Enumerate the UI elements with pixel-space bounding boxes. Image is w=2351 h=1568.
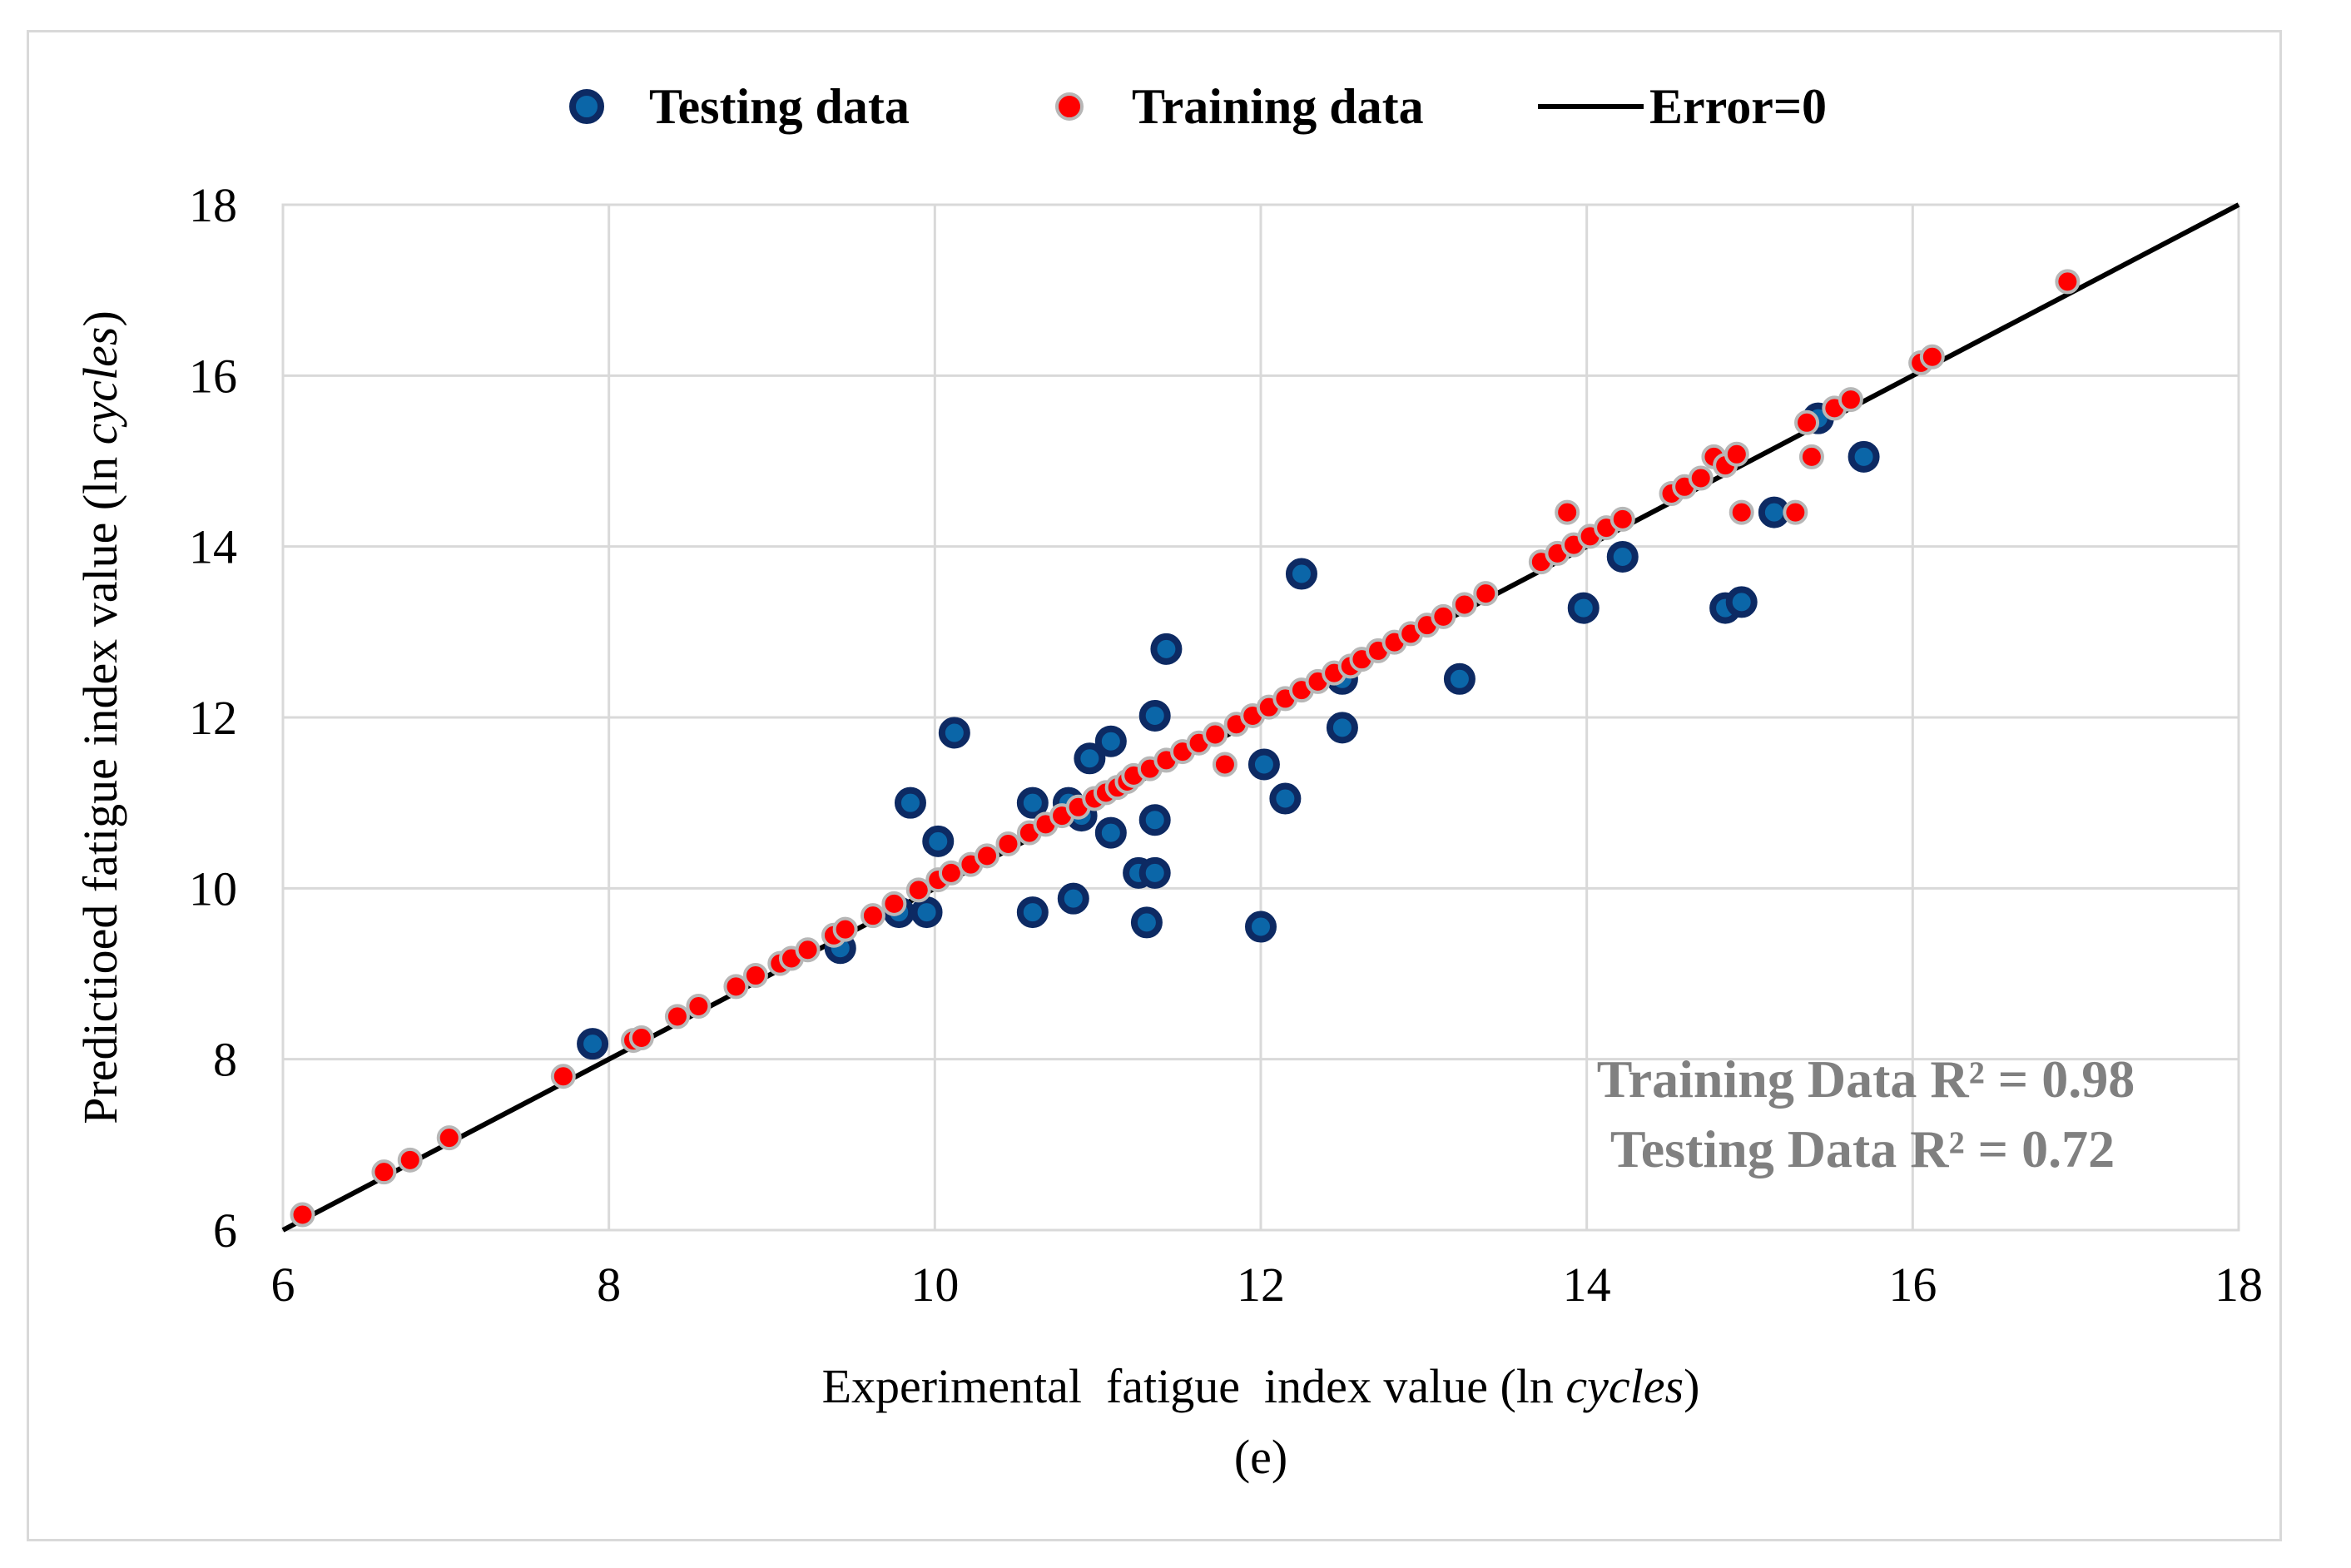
- training-point: [860, 903, 885, 929]
- x-axis-label-prefix: Experimental fatigue index value (ln: [822, 1359, 1566, 1413]
- training-r2-annotation: Training Data R² = 0.98: [1597, 1049, 2135, 1109]
- testing-point: [1094, 816, 1127, 849]
- training-point: [1555, 499, 1580, 525]
- testing-point: [1725, 586, 1758, 618]
- y-tick-label: 8: [213, 1033, 237, 1087]
- training-point: [1838, 387, 1863, 413]
- training-point: [881, 891, 907, 916]
- testing-point: [1606, 540, 1639, 573]
- training-point: [1794, 409, 1820, 435]
- y-axis-label-suffix: ): [73, 310, 127, 326]
- testing-point: [1247, 748, 1280, 781]
- x-axis-label-suffix: ): [1684, 1359, 1699, 1413]
- training-point: [1919, 344, 1945, 370]
- training-point: [1724, 441, 1749, 467]
- grid-lines: [281, 203, 2240, 1232]
- training-point: [742, 963, 768, 989]
- training-point: [1798, 444, 1824, 469]
- training-point: [905, 877, 931, 903]
- testing-point: [1138, 699, 1171, 732]
- training-point: [436, 1125, 462, 1151]
- legend-testing-label: Testing data: [649, 79, 910, 134]
- x-axis-label: Experimental fatigue index value (ln cyc…: [822, 1359, 1700, 1413]
- testing-point: [894, 786, 926, 819]
- legend: Testing data Training data Error=0: [569, 79, 1827, 134]
- training-point: [1729, 499, 1754, 525]
- training-series: [290, 269, 2081, 1228]
- legend-training-marker: [1055, 92, 1084, 121]
- testing-point: [1150, 633, 1183, 665]
- training-point: [1688, 465, 1714, 491]
- testing-point: [1074, 742, 1106, 775]
- testing-point: [938, 717, 970, 749]
- testing-point: [1016, 786, 1049, 819]
- training-point: [1783, 499, 1808, 525]
- training-point: [371, 1159, 397, 1185]
- x-tick-label: 18: [2215, 1258, 2263, 1312]
- testing-point: [1245, 911, 1277, 943]
- training-point: [723, 974, 749, 1000]
- legend-line-label: Error=0: [1649, 79, 1827, 134]
- y-axis-ticks: 6 8 10 12 14 16 18: [189, 178, 237, 1258]
- testing-point: [910, 896, 943, 929]
- testing-point: [1138, 856, 1171, 889]
- training-point: [832, 916, 858, 942]
- training-point: [628, 1025, 654, 1050]
- testing-point: [1285, 558, 1317, 590]
- training-point: [397, 1147, 423, 1173]
- y-axis-label-italic: cycles: [73, 327, 127, 445]
- x-axis-ticks: 6 8 10 12 14 16 18: [271, 1258, 2264, 1312]
- training-point: [1473, 581, 1499, 607]
- training-point: [975, 843, 999, 869]
- training-point: [290, 1202, 315, 1228]
- training-point: [795, 937, 821, 963]
- x-tick-label: 16: [1888, 1258, 1937, 1312]
- x-tick-label: 14: [1563, 1258, 1611, 1312]
- training-point: [1609, 506, 1635, 532]
- training-point: [664, 1004, 690, 1030]
- testing-point: [1443, 662, 1476, 695]
- x-tick-label: 6: [271, 1258, 295, 1312]
- training-point: [550, 1064, 576, 1089]
- y-tick-label: 18: [189, 178, 237, 232]
- training-point: [686, 994, 712, 1020]
- training-point: [2055, 269, 2081, 295]
- training-point: [995, 831, 1021, 856]
- testing-point: [577, 1028, 609, 1060]
- testing-r2-annotation: Testing Data R² = 0.72: [1610, 1119, 2115, 1178]
- testing-point: [1138, 804, 1171, 836]
- x-axis-label-italic: cycles: [1565, 1359, 1684, 1413]
- legend-training-label: Training data: [1132, 79, 1424, 134]
- training-point: [1431, 603, 1456, 629]
- training-point: [1203, 722, 1228, 747]
- x-tick-label: 10: [910, 1258, 959, 1312]
- y-axis-label: Predictioed fatigue index value (ln cycl…: [73, 310, 127, 1124]
- training-point: [1451, 592, 1477, 618]
- testing-point: [1326, 712, 1358, 744]
- testing-point: [1848, 440, 1880, 473]
- testing-point: [1269, 782, 1302, 815]
- y-tick-label: 14: [189, 520, 237, 574]
- testing-point: [1130, 906, 1163, 939]
- y-tick-label: 16: [189, 349, 237, 403]
- legend-testing-marker: [569, 89, 604, 124]
- y-tick-label: 10: [189, 861, 237, 915]
- y-axis-label-prefix: Predictioed fatigue index value (ln: [73, 444, 127, 1124]
- testing-point: [1057, 882, 1089, 915]
- testing-point: [1094, 725, 1127, 757]
- testing-point: [1016, 896, 1049, 929]
- x-tick-label: 8: [597, 1258, 621, 1312]
- y-tick-label: 12: [189, 691, 237, 745]
- x-tick-label: 12: [1237, 1258, 1285, 1312]
- figure-caption: (e): [1234, 1430, 1287, 1484]
- training-point: [1212, 752, 1237, 777]
- testing-point: [1567, 592, 1600, 624]
- y-tick-label: 6: [213, 1203, 237, 1258]
- testing-point: [922, 825, 955, 857]
